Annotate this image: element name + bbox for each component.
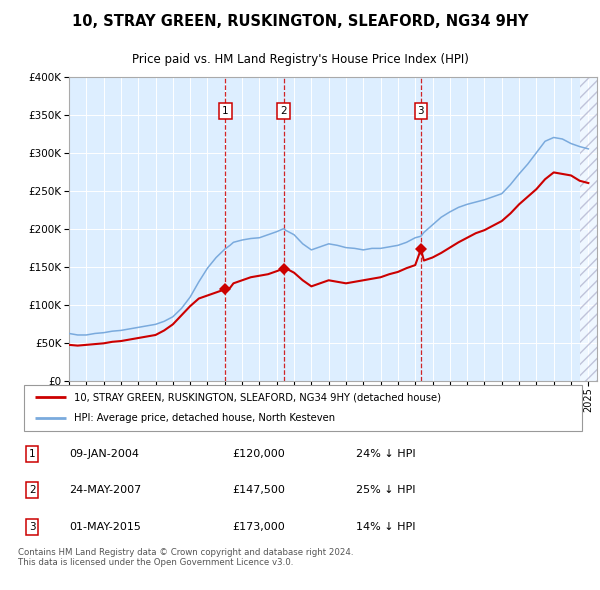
FancyBboxPatch shape	[24, 385, 582, 431]
Text: 2: 2	[280, 106, 287, 116]
Text: 1: 1	[29, 449, 35, 459]
Text: 25% ↓ HPI: 25% ↓ HPI	[356, 485, 416, 494]
Text: Contains HM Land Registry data © Crown copyright and database right 2024.
This d: Contains HM Land Registry data © Crown c…	[18, 548, 353, 568]
Text: £147,500: £147,500	[232, 485, 285, 494]
Text: £173,000: £173,000	[232, 522, 285, 532]
Text: 3: 3	[29, 522, 35, 532]
Text: 3: 3	[418, 106, 424, 116]
Text: 10, STRAY GREEN, RUSKINGTON, SLEAFORD, NG34 9HY: 10, STRAY GREEN, RUSKINGTON, SLEAFORD, N…	[72, 14, 528, 29]
Text: 09-JAN-2004: 09-JAN-2004	[69, 449, 139, 459]
Text: 24-MAY-2007: 24-MAY-2007	[69, 485, 141, 494]
Text: 2: 2	[29, 485, 35, 494]
Text: 14% ↓ HPI: 14% ↓ HPI	[356, 522, 416, 532]
Text: £120,000: £120,000	[232, 449, 285, 459]
Text: HPI: Average price, detached house, North Kesteven: HPI: Average price, detached house, Nort…	[74, 413, 335, 423]
Text: 1: 1	[222, 106, 229, 116]
Text: 01-MAY-2015: 01-MAY-2015	[69, 522, 140, 532]
Text: 10, STRAY GREEN, RUSKINGTON, SLEAFORD, NG34 9HY (detached house): 10, STRAY GREEN, RUSKINGTON, SLEAFORD, N…	[74, 392, 441, 402]
Text: Price paid vs. HM Land Registry's House Price Index (HPI): Price paid vs. HM Land Registry's House …	[131, 53, 469, 66]
Text: 24% ↓ HPI: 24% ↓ HPI	[356, 449, 416, 459]
Bar	[580, 77, 597, 381]
